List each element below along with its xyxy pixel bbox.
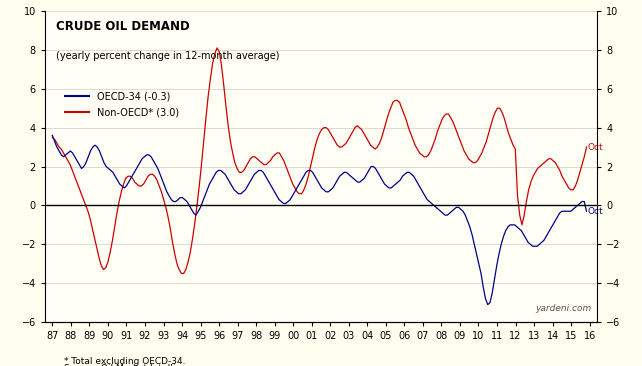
Text: * Total excluding OECD-34.: * Total excluding OECD-34. [64, 357, 186, 366]
Text: (yearly percent change in 12-month average): (yearly percent change in 12-month avera… [56, 51, 279, 61]
Legend: OECD-34 (-0.3), Non-OECD* (3.0): OECD-34 (-0.3), Non-OECD* (3.0) [61, 87, 183, 121]
Text: Source: Oil Market Intelligence.: Source: Oil Market Intelligence. [64, 364, 206, 366]
Text: Oct: Oct [588, 143, 603, 152]
Text: yardeni.com: yardeni.com [535, 304, 591, 313]
Text: Oct: Oct [588, 207, 603, 216]
Text: CRUDE OIL DEMAND: CRUDE OIL DEMAND [56, 20, 190, 33]
